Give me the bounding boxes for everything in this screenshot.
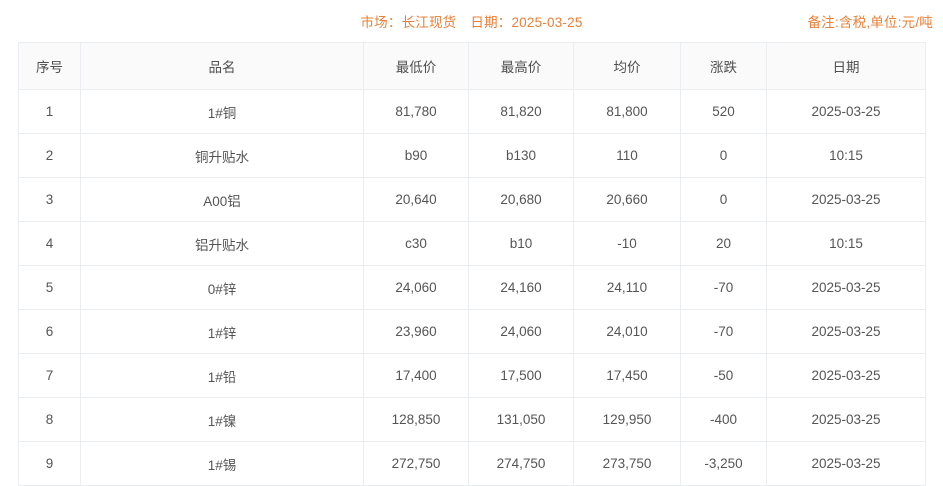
- cell-date: 10:15: [766, 133, 926, 178]
- cell-high: 24,060: [468, 309, 574, 354]
- cell-index: 4: [18, 221, 81, 266]
- col-header-high[interactable]: 最高价: [468, 42, 574, 90]
- cell-change: 0: [680, 177, 767, 222]
- cell-change: 0: [680, 133, 767, 178]
- cell-low: 17,400: [363, 353, 469, 398]
- cell-low: 81,780: [363, 89, 469, 134]
- cell-index: 8: [18, 397, 81, 442]
- table-row[interactable]: 9 1#锡 272,750 274,750 273,750 -3,250 2025-03-2…: [18, 441, 926, 486]
- cell-name: 1#锡: [80, 441, 364, 486]
- cell-high: 17,500: [468, 353, 574, 398]
- cell-date: 2025-03-25: [766, 353, 926, 398]
- cell-index: 3: [18, 177, 81, 222]
- table-row[interactable]: 4 铝升贴水 c30 b10 -10 20 10:15: [18, 221, 926, 266]
- cell-date: 2025-03-25: [766, 265, 926, 310]
- cell-date: 2025-03-25: [766, 441, 926, 486]
- cell-date: 2025-03-25: [766, 177, 926, 222]
- cell-date: 2025-03-25: [766, 397, 926, 442]
- cell-index: 2: [18, 133, 81, 178]
- table-row[interactable]: 8 1#镍 128,850 131,050 129,950 -400 2025-03-25: [18, 397, 926, 442]
- market-label: 市场：长江现货: [360, 15, 457, 30]
- cell-index: 1: [18, 89, 81, 134]
- cell-avg: 24,010: [573, 309, 681, 354]
- col-header-date[interactable]: 日期: [766, 42, 926, 90]
- col-header-avg[interactable]: 均价: [573, 42, 681, 90]
- cell-low: 23,960: [363, 309, 469, 354]
- cell-low: 20,640: [363, 177, 469, 222]
- cell-low: b90: [363, 133, 469, 178]
- cell-high: 274,750: [468, 441, 574, 486]
- cell-name: A00铝: [80, 177, 364, 222]
- cell-name: 铝升贴水: [80, 221, 364, 266]
- cell-name: 铜升贴水: [80, 133, 364, 178]
- table-row[interactable]: 2 铜升贴水 b90 b130 110 0 10:15: [18, 133, 926, 178]
- table-row[interactable]: 5 0#锌 24,060 24,160 24,110 -70 2025-03-25: [18, 265, 926, 310]
- cell-index: 5: [18, 265, 81, 310]
- cell-high: 131,050: [468, 397, 574, 442]
- cell-avg: 24,110: [573, 265, 681, 310]
- col-header-low[interactable]: 最低价: [363, 42, 469, 90]
- cell-avg: 20,660: [573, 177, 681, 222]
- col-header-name[interactable]: 品名: [80, 42, 364, 90]
- cell-name: 1#镍: [80, 397, 364, 442]
- table-header-row: 序号 品名 最低价 最高价 均价 涨跌 日期: [18, 42, 926, 90]
- cell-high: b130: [468, 133, 574, 178]
- table-row[interactable]: 7 1#铅 17,400 17,500 17,450 -50 2025-03-25: [18, 353, 926, 398]
- cell-change: 20: [680, 221, 767, 266]
- cell-date: 10:15: [766, 221, 926, 266]
- cell-change: -3,250: [680, 441, 767, 486]
- cell-change: -70: [680, 309, 767, 354]
- table-body: 1 1#铜 81,780 81,820 81,800 520 2025-03-25 2 铜升贴水…: [18, 89, 926, 486]
- cell-name: 1#铅: [80, 353, 364, 398]
- cell-date: 2025-03-25: [766, 309, 926, 354]
- cell-high: 24,160: [468, 265, 574, 310]
- cell-name: 1#铜: [80, 89, 364, 134]
- cell-low: 272,750: [363, 441, 469, 486]
- cell-high: 20,680: [468, 177, 574, 222]
- cell-change: -70: [680, 265, 767, 310]
- col-header-index[interactable]: 序号: [18, 42, 81, 90]
- cell-low: 24,060: [363, 265, 469, 310]
- cell-change: -400: [680, 397, 767, 442]
- cell-index: 9: [18, 441, 81, 486]
- cell-avg: 81,800: [573, 89, 681, 134]
- cell-high: 81,820: [468, 89, 574, 134]
- cell-change: -50: [680, 353, 767, 398]
- table-header: 序号 品名 最低价 最高价 均价 涨跌 日期: [18, 42, 926, 90]
- cell-name: 0#锌: [80, 265, 364, 310]
- table-row[interactable]: 6 1#锌 23,960 24,060 24,010 -70 2025-03-25: [18, 309, 926, 354]
- cell-low: c30: [363, 221, 469, 266]
- quote-table-container: 序号 品名 最低价 最高价 均价 涨跌 日期 1 1#铜 81,780 81,820 8…: [18, 42, 926, 486]
- cell-date: 2025-03-25: [766, 89, 926, 134]
- market-date-group: 市场：长江现货 日期：2025-03-25: [0, 11, 943, 32]
- quote-table: 序号 品名 最低价 最高价 均价 涨跌 日期 1 1#铜 81,780 81,820 8…: [18, 42, 926, 486]
- cell-name: 1#锌: [80, 309, 364, 354]
- quote-info-bar: 市场：长江现货 日期：2025-03-25 备注:含税,单位:元/吨: [0, 0, 943, 38]
- quote-date-label: 日期：2025-03-25: [470, 15, 583, 30]
- cell-avg: -10: [573, 221, 681, 266]
- cell-avg: 17,450: [573, 353, 681, 398]
- table-row[interactable]: 3 A00铝 20,640 20,680 20,660 0 2025-03-25: [18, 177, 926, 222]
- table-row[interactable]: 1 1#铜 81,780 81,820 81,800 520 2025-03-25: [18, 89, 926, 134]
- cell-avg: 129,950: [573, 397, 681, 442]
- cell-index: 6: [18, 309, 81, 354]
- remark-label: 备注:含税,单位:元/吨: [807, 15, 933, 30]
- cell-high: b10: [468, 221, 574, 266]
- col-header-change[interactable]: 涨跌: [680, 42, 767, 90]
- cell-avg: 110: [573, 133, 681, 178]
- cell-avg: 273,750: [573, 441, 681, 486]
- cell-change: 520: [680, 89, 767, 134]
- cell-low: 128,850: [363, 397, 469, 442]
- cell-index: 7: [18, 353, 81, 398]
